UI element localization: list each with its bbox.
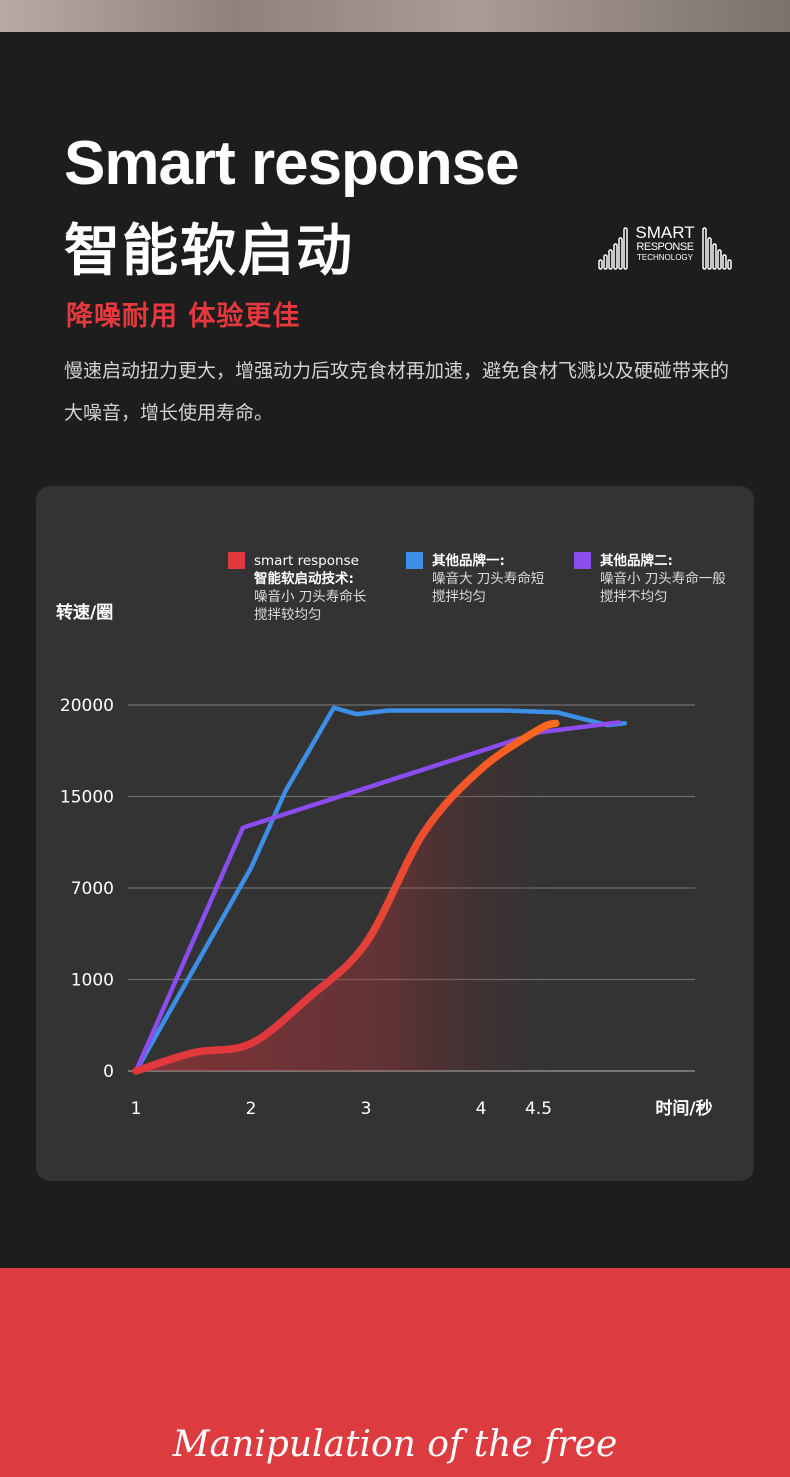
legend-swatch xyxy=(574,552,591,569)
legend-line: 噪音小 刀头寿命长 xyxy=(254,588,367,605)
y-tick-label: 20000 xyxy=(60,696,114,716)
x-tick-label: 4 xyxy=(476,1099,487,1119)
footer-slogan: Manipulation of the free xyxy=(172,1424,618,1465)
x-tick-label: 1 xyxy=(131,1099,142,1119)
x-tick-label: 4.5 xyxy=(525,1099,552,1119)
legend-line: 搅拌不均匀 xyxy=(600,589,668,605)
legend-line: 智能软启动技术: xyxy=(254,570,354,587)
footer-band xyxy=(0,1268,790,1477)
legend-title: 其他品牌二: xyxy=(600,552,673,569)
logo-text-technology: TECHNOLOGY xyxy=(636,253,693,262)
legend-title: 其他品牌一: xyxy=(432,552,505,569)
legend-swatch xyxy=(228,552,245,569)
y-tick-label: 0 xyxy=(103,1062,114,1082)
y-axis-label: 转速/圈 xyxy=(56,602,113,623)
subtitle: 降噪耐用 体验更佳 xyxy=(66,301,301,332)
y-tick-label: 1000 xyxy=(71,971,114,991)
series-line-brand-one xyxy=(133,705,627,1074)
description: 慢速启动扭力更大，增强动力后攻克食材再加速，避免食材飞溅以及硬碰带来的大噪音，增… xyxy=(64,360,730,424)
legend-line: 噪音小 刀头寿命一般 xyxy=(600,570,726,587)
legend-line: 噪音大 刀头寿命短 xyxy=(432,570,544,587)
legend-line: 搅拌均匀 xyxy=(432,589,486,605)
legend-title: smart response xyxy=(254,553,359,569)
x-tick-label: 2 xyxy=(246,1099,257,1119)
smart-response-logo: SMART RESPONSE TECHNOLOGY xyxy=(598,224,732,272)
soundwave-bars-icon xyxy=(598,227,732,270)
top-image-strip xyxy=(0,0,790,32)
page-title-zh: 智能软启动 xyxy=(64,219,354,284)
series-area-smart-response xyxy=(136,723,556,1071)
legend-line: 搅拌较均匀 xyxy=(254,607,322,623)
rpm-chart: 0 1000 7000 15000 20000 1 2 3 4 4.5 时间/秒 转速/圈 smart … xyxy=(56,552,726,1119)
x-tick-label: 3 xyxy=(361,1099,372,1119)
logo-text-response: RESPONSE xyxy=(636,241,694,253)
y-tick-label: 15000 xyxy=(60,788,114,808)
logo-text-smart: SMART xyxy=(635,223,695,242)
page-title-en: Smart response xyxy=(64,129,520,198)
y-tick-label: 7000 xyxy=(71,879,114,899)
x-axis-label: 时间/秒 xyxy=(655,1098,712,1119)
legend-swatch xyxy=(406,552,423,569)
series-line-brand-two xyxy=(133,720,622,1074)
series-line-smart-response xyxy=(132,719,560,1075)
